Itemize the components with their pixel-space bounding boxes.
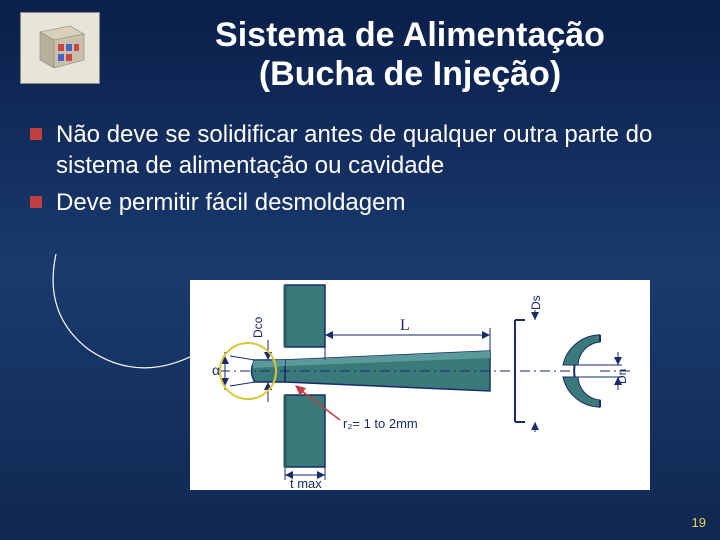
bullet-marker [30, 196, 42, 208]
page-number: 19 [692, 515, 706, 530]
diagram-svg: L Dco α Ds [190, 280, 650, 490]
bullet-marker [30, 128, 42, 140]
label-Dn: Dn [615, 369, 629, 384]
title-line-2: (Bucha de Injeção) [259, 55, 561, 93]
slide-content: Não deve se solidificar antes de qualque… [0, 102, 720, 218]
title-line-1: Sistema de Alimentação [215, 16, 605, 54]
bullet-item: Deve permitir fácil desmoldagem [30, 188, 690, 219]
slide-header: Sistema de Alimentação (Bucha de Injeção… [0, 0, 720, 102]
sprue-diagram: L Dco α Ds [190, 280, 650, 490]
label-tmax: t max [290, 476, 322, 490]
label-L: L [400, 317, 410, 334]
label-Dco: Dco [251, 316, 265, 338]
label-Ds: Ds [529, 295, 543, 310]
bullet-text: Não deve se solidificar antes de qualque… [56, 120, 690, 181]
slide-title: Sistema de Alimentação (Bucha de Injeção… [120, 12, 700, 94]
bullet-item: Não deve se solidificar antes de qualque… [30, 120, 690, 181]
bullet-text: Deve permitir fácil desmoldagem [56, 188, 405, 219]
label-alpha: α [212, 362, 220, 378]
connector-arrow [48, 254, 198, 374]
mold-icon-box [20, 12, 100, 84]
label-r2: r₂= 1 to 2mm [343, 416, 418, 431]
mold-icon [30, 24, 90, 72]
